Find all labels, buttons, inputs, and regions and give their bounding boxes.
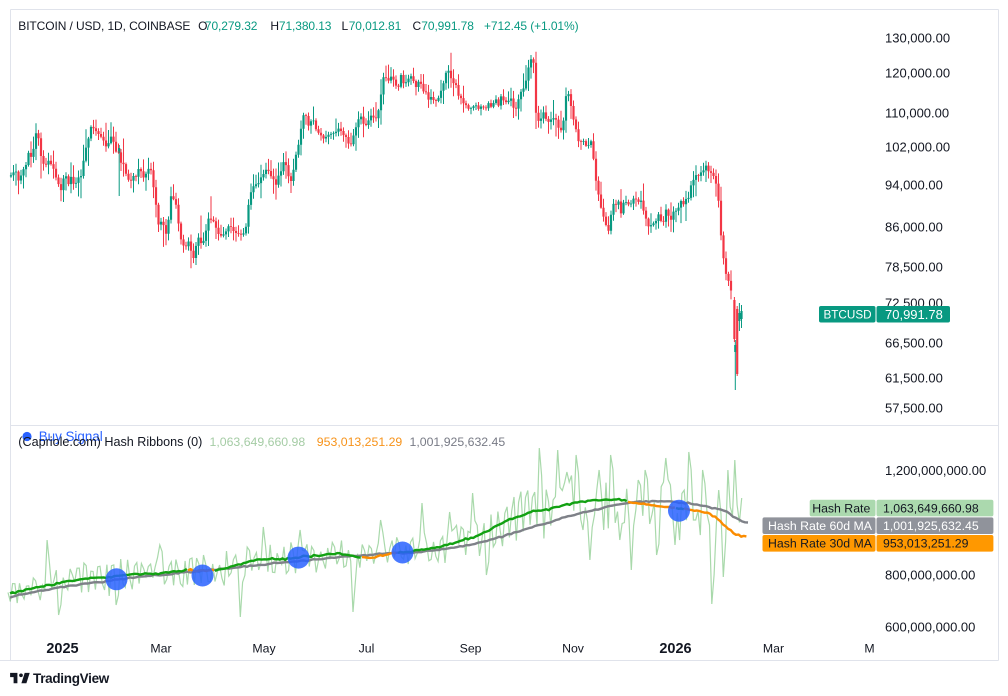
svg-text:+712.45 (+1.01%): +712.45 (+1.01%) — [484, 19, 579, 33]
svg-text:1,063,649,660.98: 1,063,649,660.98 — [883, 501, 979, 515]
svg-text:130,000.00: 130,000.00 — [885, 30, 950, 45]
svg-text:Hash Rate: Hash Rate — [812, 501, 870, 515]
svg-text:70,012.81: 70,012.81 — [349, 19, 402, 33]
svg-text:Hash Rate 30d MA: Hash Rate 30d MA — [768, 537, 873, 551]
svg-text:BITCOIN / USD, 1D, COINBASE: BITCOIN / USD, 1D, COINBASE — [18, 19, 190, 33]
svg-text:BTCUSD: BTCUSD — [824, 309, 872, 322]
svg-text:953,013,251.29: 953,013,251.29 — [317, 435, 403, 449]
svg-text:Nov: Nov — [562, 641, 585, 655]
svg-text:O: O — [198, 19, 207, 33]
svg-text:Jul: Jul — [359, 641, 375, 655]
svg-text:61,500.00: 61,500.00 — [885, 370, 943, 385]
svg-text:H: H — [270, 19, 279, 33]
svg-text:1,063,649,660.98: 1,063,649,660.98 — [210, 435, 306, 449]
svg-text:94,000.00: 94,000.00 — [885, 177, 943, 192]
svg-text:1,001,925,632.45: 1,001,925,632.45 — [883, 519, 979, 533]
svg-text:Hash Rate 60d MA: Hash Rate 60d MA — [768, 519, 873, 533]
svg-text:66,500.00: 66,500.00 — [885, 335, 943, 350]
svg-text:78,500.00: 78,500.00 — [885, 259, 943, 274]
svg-text:L: L — [342, 19, 349, 33]
svg-text:1,200,000,000.00: 1,200,000,000.00 — [885, 463, 986, 478]
svg-text:M: M — [864, 641, 874, 655]
svg-text:57,500.00: 57,500.00 — [885, 400, 943, 415]
svg-text:C: C — [413, 19, 422, 33]
svg-text:(Capriole.com) Hash Ribbons (0: (Capriole.com) Hash Ribbons (0) — [18, 435, 202, 449]
svg-text:Mar: Mar — [763, 641, 784, 655]
svg-text:102,000.00: 102,000.00 — [885, 139, 950, 154]
svg-text:71,380.13: 71,380.13 — [279, 19, 332, 33]
svg-text:600,000,000.00: 600,000,000.00 — [885, 619, 975, 634]
svg-text:86,000.00: 86,000.00 — [885, 219, 943, 234]
svg-text:110,000.00: 110,000.00 — [885, 105, 949, 120]
svg-text:TradingView: TradingView — [33, 671, 110, 686]
svg-text:Mar: Mar — [150, 641, 171, 655]
svg-text:70,991.78: 70,991.78 — [421, 19, 474, 33]
svg-text:120,000.00: 120,000.00 — [885, 65, 950, 80]
svg-text:2025: 2025 — [46, 641, 78, 657]
svg-text:2026: 2026 — [659, 641, 691, 657]
svg-text:1,001,925,632.45: 1,001,925,632.45 — [410, 435, 506, 449]
svg-text:May: May — [252, 641, 276, 655]
svg-text:800,000,000.00: 800,000,000.00 — [885, 567, 975, 582]
svg-text:Sep: Sep — [460, 641, 482, 655]
svg-text:70,991.78: 70,991.78 — [885, 307, 943, 322]
svg-text:953,013,251.29: 953,013,251.29 — [883, 537, 969, 551]
svg-text:70,279.32: 70,279.32 — [205, 19, 258, 33]
svg-text:Buy Signal: Buy Signal — [39, 429, 103, 444]
